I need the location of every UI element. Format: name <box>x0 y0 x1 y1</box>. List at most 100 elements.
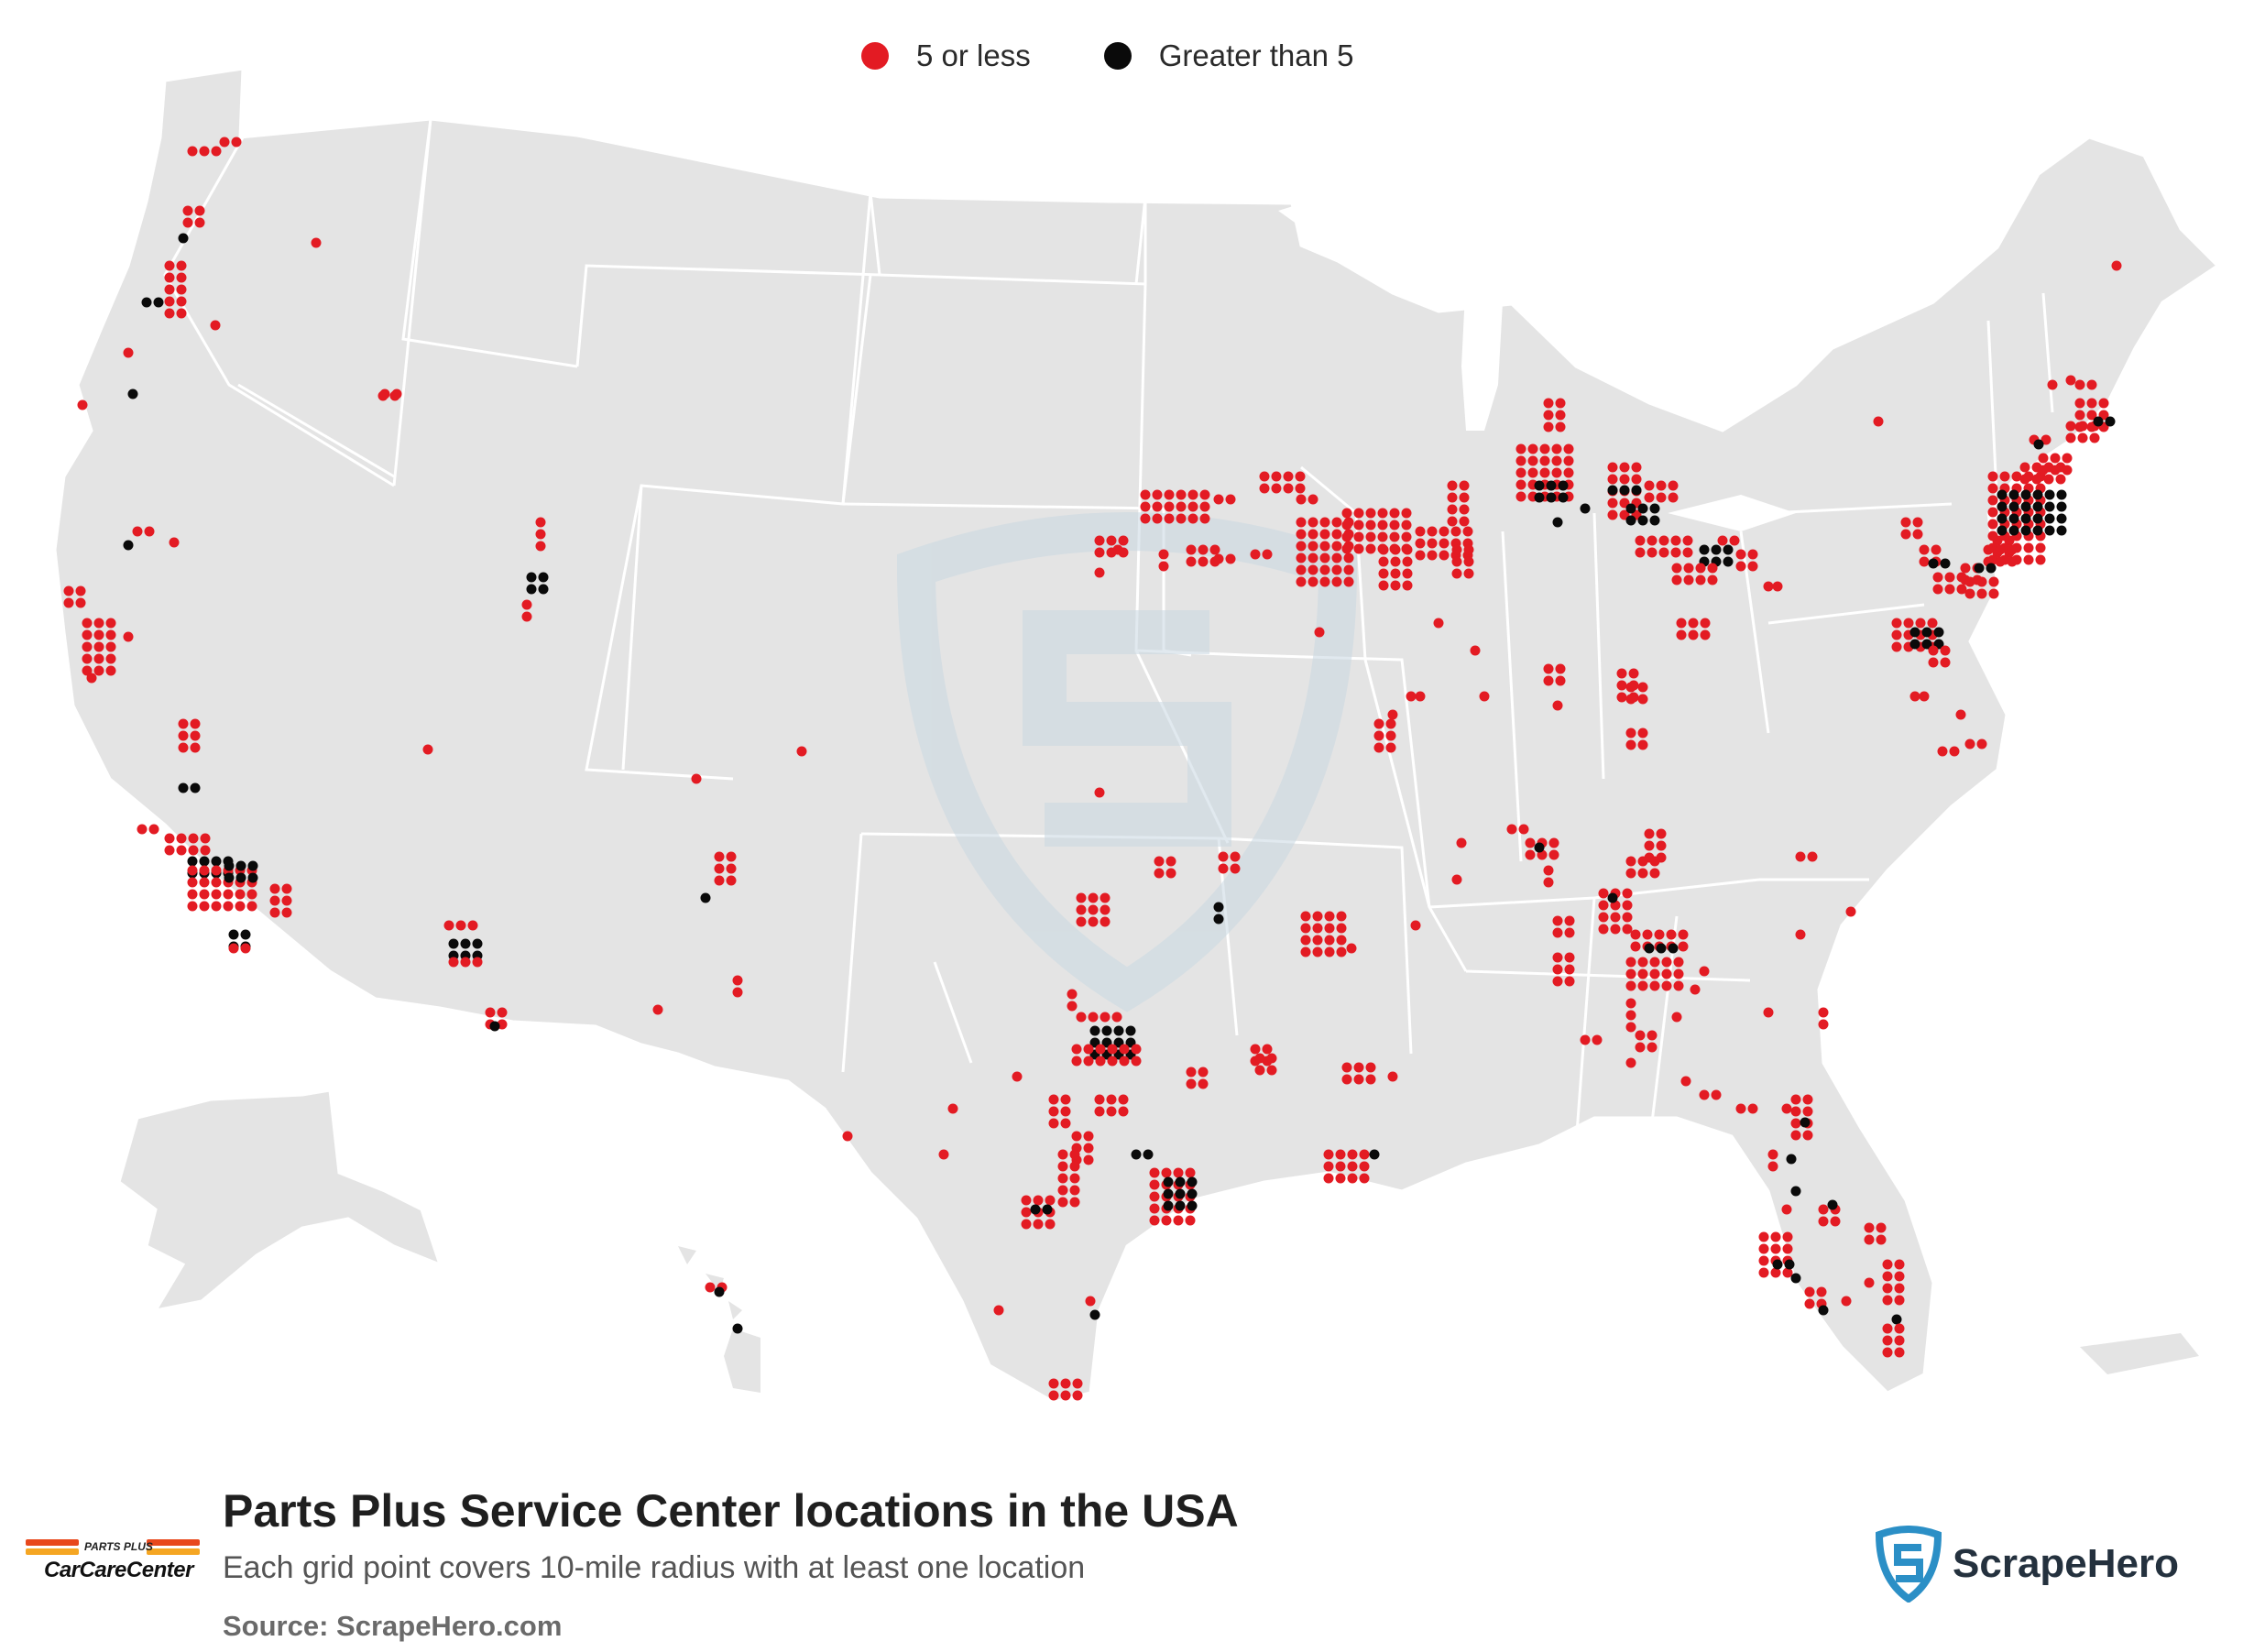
location-dot-5-or-less <box>1628 668 1639 679</box>
location-dot-5-or-less <box>63 585 74 596</box>
location-dot-5-or-less <box>210 320 221 331</box>
location-dot-5-or-less <box>1336 935 1347 946</box>
location-dot-5-or-less <box>1767 1149 1778 1160</box>
location-dot-5-or-less <box>1525 849 1536 860</box>
location-dot-greater-than-5 <box>2020 489 2031 500</box>
location-dot-greater-than-5 <box>2056 501 2067 512</box>
location-dot-greater-than-5 <box>1163 1188 1174 1199</box>
location-dot-5-or-less <box>1359 1161 1370 1172</box>
location-dot-5-or-less <box>1555 675 1566 686</box>
location-dot-5-or-less <box>223 889 234 900</box>
location-dot-5-or-less <box>1894 1335 1905 1346</box>
location-dot-5-or-less <box>194 205 205 216</box>
location-dot-5-or-less <box>148 824 159 835</box>
location-dot-greater-than-5 <box>1175 1176 1186 1187</box>
location-dot-5-or-less <box>176 296 187 307</box>
location-dot-5-or-less <box>2111 260 2122 271</box>
location-dot-5-or-less <box>1928 645 1939 656</box>
location-dot-5-or-less <box>176 272 187 283</box>
location-dot-5-or-less <box>1296 541 1307 552</box>
location-dot-5-or-less <box>389 390 400 401</box>
location-dot-5-or-less <box>1149 1191 1160 1202</box>
location-dot-5-or-less <box>1343 552 1354 563</box>
location-dot-5-or-less <box>235 889 246 900</box>
location-dot-5-or-less <box>1894 1295 1905 1306</box>
location-dot-5-or-less <box>1656 480 1667 491</box>
location-dot-5-or-less <box>1343 576 1354 587</box>
location-dot-5-or-less <box>1882 1323 1893 1334</box>
location-dot-5-or-less <box>1543 675 1554 686</box>
location-dot-5-or-less <box>105 641 116 652</box>
location-dot-5-or-less <box>1747 1103 1758 1114</box>
location-dot-5-or-less <box>1033 1219 1044 1230</box>
location-dot-5-or-less <box>467 920 478 931</box>
hawaii <box>678 1246 760 1393</box>
location-dot-5-or-less <box>796 746 807 757</box>
location-dot-5-or-less <box>1119 1044 1130 1055</box>
location-dot-5-or-less <box>1353 531 1364 542</box>
location-dot-greater-than-5 <box>1607 485 1618 496</box>
location-dot-5-or-less <box>1186 544 1197 555</box>
location-dot-5-or-less <box>1555 663 1566 674</box>
location-dot-5-or-less <box>1622 924 1633 935</box>
location-dot-greater-than-5 <box>1625 515 1636 526</box>
location-dot-5-or-less <box>1463 568 1474 579</box>
location-dot-5-or-less <box>1955 709 1966 720</box>
location-dot-5-or-less <box>1378 580 1389 591</box>
location-dot-greater-than-5 <box>2032 525 2043 536</box>
location-dot-5-or-less <box>1661 957 1672 968</box>
location-dot-5-or-less <box>1057 1161 1068 1172</box>
location-dot-5-or-less <box>1873 416 1884 427</box>
location-dot-5-or-less <box>75 585 86 596</box>
location-dot-greater-than-5 <box>1699 544 1710 555</box>
location-dot-5-or-less <box>1057 1185 1068 1196</box>
location-dot-5-or-less <box>1176 513 1187 524</box>
location-dot-5-or-less <box>93 653 104 664</box>
location-dot-5-or-less <box>1324 923 1335 934</box>
location-dot-greater-than-5 <box>228 929 239 940</box>
location-dot-5-or-less <box>1625 728 1636 738</box>
location-dot-5-or-less <box>1564 915 1575 926</box>
location-dot-5-or-less <box>1988 576 1999 587</box>
location-dot-5-or-less <box>1625 998 1636 1009</box>
location-dot-5-or-less <box>1673 968 1684 979</box>
location-dot-5-or-less <box>1186 556 1197 567</box>
location-dot-5-or-less <box>1931 544 1942 555</box>
location-dot-5-or-less <box>1300 946 1311 957</box>
location-dot-5-or-less <box>1347 1149 1358 1160</box>
location-dot-5-or-less <box>82 653 93 664</box>
location-dot-5-or-less <box>1795 929 1806 940</box>
location-dot-greater-than-5 <box>1800 1117 1811 1128</box>
location-dot-5-or-less <box>1656 492 1667 503</box>
location-dot-greater-than-5 <box>1125 1025 1136 1036</box>
location-dot-5-or-less <box>1149 1215 1160 1226</box>
location-dot-5-or-less <box>1390 556 1401 567</box>
location-dot-5-or-less <box>1987 507 1998 518</box>
location-dot-5-or-less <box>1552 915 1563 926</box>
location-dot-greater-than-5 <box>1986 563 1997 574</box>
location-dot-5-or-less <box>1250 1044 1261 1055</box>
location-dot-5-or-less <box>1439 526 1450 537</box>
location-dot-5-or-less <box>1592 1034 1603 1045</box>
location-dot-5-or-less <box>1048 1378 1059 1389</box>
location-dot-5-or-less <box>1622 912 1633 923</box>
location-dot-5-or-less <box>1564 964 1575 975</box>
location-dot-5-or-less <box>1439 550 1450 561</box>
location-dot-5-or-less <box>1944 584 1955 595</box>
location-dot-greater-than-5 <box>153 297 164 308</box>
location-dot-5-or-less <box>2062 465 2073 476</box>
location-dot-5-or-less <box>1390 544 1401 555</box>
location-dot-5-or-less <box>1607 462 1618 473</box>
location-dot-5-or-less <box>1459 504 1470 515</box>
location-dot-5-or-less <box>1770 1231 1781 1242</box>
location-dot-5-or-less <box>2086 398 2097 409</box>
location-dot-greater-than-5 <box>1909 639 1920 650</box>
location-dot-5-or-less <box>714 863 725 874</box>
location-dot-5-or-less <box>1060 1094 1071 1105</box>
location-dot-5-or-less <box>1763 1007 1774 1018</box>
location-dot-5-or-less <box>460 957 471 968</box>
location-dot-greater-than-5 <box>472 938 483 949</box>
location-dot-5-or-less <box>1543 398 1554 409</box>
location-dot-5-or-less <box>1551 467 1562 478</box>
location-dot-5-or-less <box>1083 1056 1094 1067</box>
